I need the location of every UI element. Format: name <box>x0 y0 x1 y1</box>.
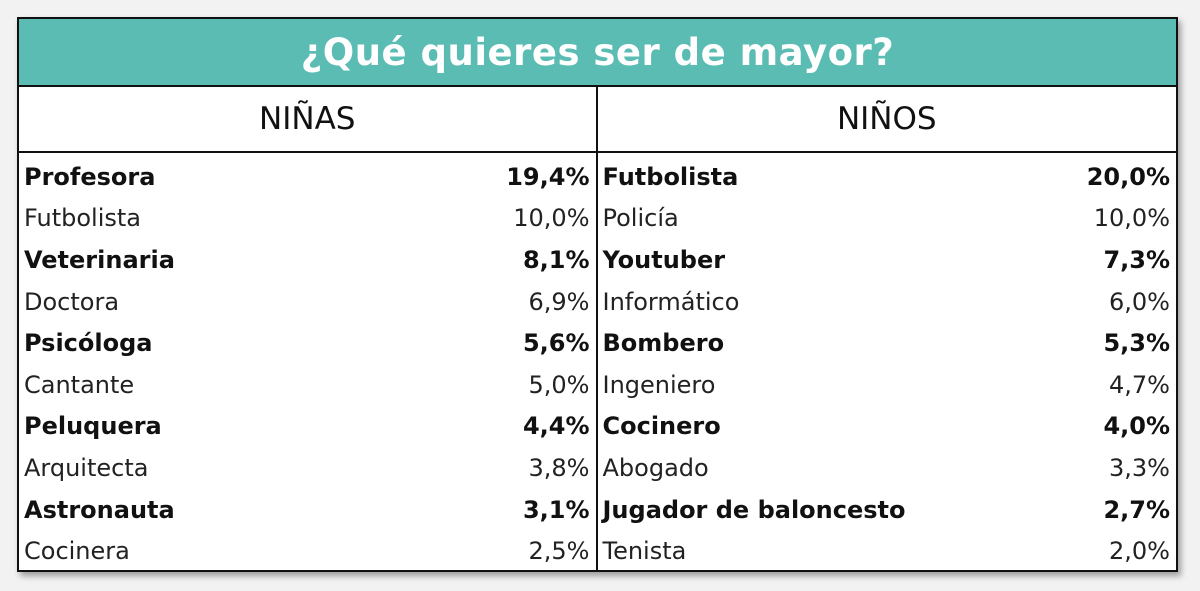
table-row: Doctora 6,9% <box>19 281 596 323</box>
table-row: Jugador de baloncesto 2,7% <box>598 489 1177 531</box>
table-row: Cocinera 2,5% <box>19 530 596 572</box>
table-headers: NIÑAS NIÑOS <box>19 87 1176 153</box>
job-percentage: 6,0% <box>1109 287 1170 316</box>
table-row: Tenista 2,0% <box>598 530 1177 572</box>
header-girls: NIÑAS <box>19 87 598 151</box>
job-percentage: 3,1% <box>522 495 590 524</box>
table-row: Bombero 5,3% <box>598 322 1177 364</box>
table-row: Arquitecta 3,8% <box>19 447 596 489</box>
table-row: Cantante 5,0% <box>19 364 596 406</box>
job-percentage: 2,0% <box>1109 537 1170 566</box>
job-percentage: 7,3% <box>1103 245 1170 274</box>
header-boys: NIÑOS <box>836 101 937 137</box>
table-title: ¿Qué quieres ser de mayor? <box>19 19 1176 87</box>
job-label: Cantante <box>24 370 135 399</box>
job-label: Cocinera <box>24 537 130 566</box>
job-label: Cocinero <box>602 412 721 441</box>
table-row: Futbolista 20,0% <box>598 156 1177 198</box>
job-percentage: 2,5% <box>528 537 590 566</box>
job-label: Peluquera <box>24 412 162 441</box>
job-percentage: 10,0% <box>1093 204 1170 233</box>
table-row: Profesora 19,4% <box>19 156 596 198</box>
job-label: Profesora <box>24 162 156 191</box>
job-percentage: 20,0% <box>1086 162 1170 191</box>
job-label: Arquitecta <box>24 453 149 482</box>
job-percentage: 4,0% <box>1103 412 1170 441</box>
girls-column: Profesora 19,4% Futbolista 10,0% Veterinar… <box>19 153 598 572</box>
job-percentage: 8,1% <box>522 245 590 274</box>
job-label: Doctora <box>24 287 120 316</box>
table-body: Profesora 19,4% Futbolista 10,0% Veterinar… <box>19 153 1176 572</box>
table-row: Cocinero 4,0% <box>598 406 1177 448</box>
job-percentage: 5,0% <box>528 370 590 399</box>
job-label: Futbolista <box>602 162 739 191</box>
job-percentage: 2,7% <box>1103 495 1170 524</box>
table-row: Veterinaria 8,1% <box>19 239 596 281</box>
table-row: Psicóloga 5,6% <box>19 322 596 364</box>
job-label: Policía <box>602 204 679 233</box>
job-label: Astronauta <box>24 495 175 524</box>
boys-column: Futbolista 20,0% Policía 10,0% Youtuber 7,3… <box>598 153 1177 572</box>
job-percentage: 19,4% <box>506 162 590 191</box>
job-percentage: 4,7% <box>1109 370 1170 399</box>
table-row: Abogado 3,3% <box>598 447 1177 489</box>
job-percentage: 3,8% <box>528 453 590 482</box>
job-label: Youtuber <box>602 245 726 274</box>
job-percentage: 4,4% <box>522 412 590 441</box>
table-row: Informático 6,0% <box>598 281 1177 323</box>
job-label: Abogado <box>602 453 709 482</box>
job-label: Veterinaria <box>24 245 175 274</box>
job-percentage: 5,3% <box>1103 329 1170 358</box>
job-percentage: 6,9% <box>528 287 590 316</box>
job-percentage: 10,0% <box>513 204 590 233</box>
job-label: Psicóloga <box>24 329 153 358</box>
job-label: Informático <box>602 287 740 316</box>
job-label: Jugador de baloncesto <box>602 495 906 524</box>
job-label: Futbolista <box>24 204 141 233</box>
career-table: ¿Qué quieres ser de mayor? NIÑAS NIÑOS P… <box>17 17 1178 572</box>
job-percentage: 3,3% <box>1109 453 1170 482</box>
job-percentage: 5,6% <box>522 329 590 358</box>
job-label: Bombero <box>602 329 725 358</box>
table-row: Astronauta 3,1% <box>19 489 596 531</box>
job-label: Ingeniero <box>602 370 716 399</box>
table-row: Ingeniero 4,7% <box>598 364 1177 406</box>
table-row: Policía 10,0% <box>598 198 1177 240</box>
table-row: Peluquera 4,4% <box>19 406 596 448</box>
table-row: Youtuber 7,3% <box>598 239 1177 281</box>
job-label: Tenista <box>602 537 687 566</box>
table-row: Futbolista 10,0% <box>19 198 596 240</box>
